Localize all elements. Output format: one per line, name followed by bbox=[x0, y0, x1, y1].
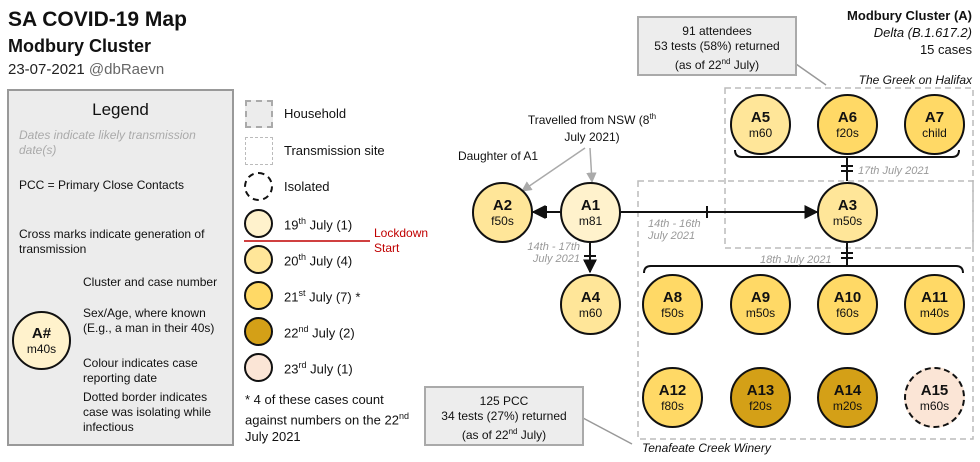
winery-tests: 34 tests (27%) returned bbox=[441, 409, 567, 423]
date-label-23: 23rd July (1) bbox=[284, 360, 353, 377]
case-a15: A15 m60s bbox=[904, 367, 965, 428]
legend-example-node: A# m40s bbox=[12, 311, 71, 370]
winery-asof: (as of 22nd July) bbox=[461, 427, 547, 442]
date-swatch-21 bbox=[244, 281, 273, 310]
case-a10: A10 f60s bbox=[817, 274, 878, 335]
legend-explain-dotted: Dotted border indicates case was isolati… bbox=[83, 390, 212, 434]
winery-date: 18th July 2021 bbox=[760, 254, 832, 266]
legend-explain-colour: Colour indicates case reporting date bbox=[83, 356, 198, 385]
legend-dates-note: Dates indicate likely transmission date(… bbox=[19, 128, 196, 157]
case-a13: A13 f20s bbox=[730, 367, 791, 428]
legend-explain-cluster: Cluster and case number bbox=[83, 275, 218, 289]
a1-a3-dates: 14th - 16th July 2021 bbox=[648, 218, 701, 242]
greek-tests: 53 tests (58%) returned bbox=[654, 39, 780, 53]
greek-infobox: 91 attendees 53 tests (58%) returned (as… bbox=[637, 16, 797, 76]
legend-box bbox=[7, 89, 234, 446]
cluster-variant: Delta (B.1.617.2) bbox=[873, 25, 972, 40]
isolated-label: Isolated bbox=[284, 179, 330, 194]
greek-attendees: 91 attendees bbox=[682, 24, 752, 38]
date-label-20: 20th July (4) bbox=[284, 252, 353, 269]
case-a7: A7 child bbox=[904, 94, 965, 155]
greek-site-label: The Greek on Halifax bbox=[858, 73, 972, 87]
date-swatch-23 bbox=[244, 353, 273, 382]
legend-cross-note: Cross marks indicate generation of trans… bbox=[19, 227, 205, 256]
legend-pcc-note: PCC = Primary Close Contacts bbox=[19, 178, 185, 192]
page-subtitle: Modbury Cluster bbox=[8, 36, 152, 56]
cluster-case-count: 15 cases bbox=[919, 42, 972, 57]
legend-explain-age: Sex/Age, where known (E.g., a man in the… bbox=[83, 306, 215, 335]
case-a6: A6 f20s bbox=[817, 94, 878, 155]
a1-a4-dates: 14th - 17th July 2021 bbox=[527, 241, 580, 265]
case-a12: A12 f80s bbox=[642, 367, 703, 428]
greek-site-box bbox=[724, 87, 974, 249]
winery-site-box bbox=[637, 180, 974, 440]
date-label-19: 19th July (1) bbox=[284, 216, 353, 233]
page-title: SA COVID-19 Map bbox=[8, 8, 187, 31]
winery-site-label: Tenafeate Creek Winery bbox=[642, 441, 771, 455]
legend-title: Legend bbox=[92, 100, 149, 119]
legend-example-sub: m40s bbox=[26, 342, 57, 356]
case-a8: A8 f50s bbox=[642, 274, 703, 335]
legend-example-id: A# bbox=[31, 325, 52, 342]
footnote: * 4 of these cases count against numbers… bbox=[245, 392, 409, 445]
greek-asof: (as of 22nd July) bbox=[674, 57, 760, 72]
cluster-info: Modbury Cluster (A) Delta (B.1.617.2) 15… bbox=[847, 7, 972, 58]
winery-infobox: 125 PCC 34 tests (27%) returned (as of 2… bbox=[424, 386, 584, 446]
date-swatch-20 bbox=[244, 245, 273, 274]
isolated-swatch bbox=[244, 172, 273, 201]
case-a9: A9 m50s bbox=[730, 274, 791, 335]
household-swatch bbox=[245, 100, 273, 128]
winery-pcc: 125 PCC bbox=[479, 394, 529, 408]
travelled-annotation: Travelled from NSW (8th July 2021) bbox=[527, 112, 657, 144]
date-label-22: 22nd July (2) bbox=[284, 324, 355, 341]
case-a4: A4 m60 bbox=[560, 274, 621, 335]
date-label-21: 21st July (7) * bbox=[284, 288, 361, 305]
case-a1: A1 m81 bbox=[560, 182, 621, 243]
transmission-site-swatch bbox=[245, 137, 273, 165]
cluster-name: Modbury Cluster (A) bbox=[847, 8, 972, 23]
date-swatch-22 bbox=[244, 317, 273, 346]
transmission-site-label: Transmission site bbox=[284, 143, 385, 158]
date-swatch-19 bbox=[244, 209, 273, 238]
case-a11: A11 m40s bbox=[904, 274, 965, 335]
daughter-annotation: Daughter of A1 bbox=[457, 149, 539, 163]
greek-date: 17th July 2021 bbox=[858, 165, 930, 177]
date-line: 23-07-2021 @dbRaevn bbox=[8, 61, 164, 78]
lockdown-label: Lockdown Start bbox=[374, 226, 429, 255]
case-a2: A2 f50s bbox=[472, 182, 533, 243]
case-a14: A14 m20s bbox=[817, 367, 878, 428]
case-a5: A5 m60 bbox=[730, 94, 791, 155]
author-handle: @dbRaevn bbox=[88, 61, 165, 78]
case-a3: A3 m50s bbox=[817, 182, 878, 243]
household-label: Household bbox=[284, 106, 347, 121]
date-text: 23-07-2021 bbox=[8, 61, 85, 78]
